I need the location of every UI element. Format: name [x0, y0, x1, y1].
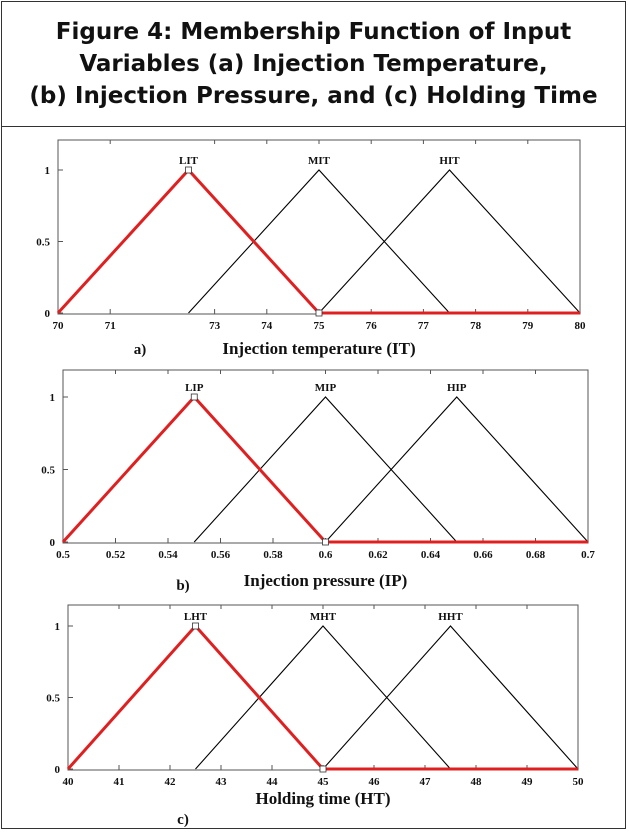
mf-line-hit	[318, 169, 581, 314]
x-tick-label: 0.56	[211, 549, 231, 561]
mf-label-lip: LIP	[185, 382, 204, 394]
mf-line-lht	[66, 623, 325, 770]
x-tick-label: 78	[470, 320, 482, 332]
y-tick-label: 0.5	[41, 465, 55, 477]
x-tick-label: 77	[418, 320, 430, 332]
mf-line-lit	[56, 167, 321, 315]
x-tick-label: 42	[165, 776, 177, 788]
panel-label: a)	[134, 342, 147, 358]
mf-vertex-marker	[192, 622, 199, 630]
mf-line-mht	[195, 625, 451, 770]
figure-title-line-2: Variables (a) Injection Temperature,	[79, 51, 548, 77]
x-tick-label: 71	[105, 320, 116, 332]
mf-line-mip	[193, 396, 458, 543]
y-tick-label: 1	[50, 392, 56, 404]
x-tick-label: 45	[318, 776, 330, 788]
mf-vertex-marker	[322, 538, 329, 546]
x-axis-label: Injection pressure (IP)	[244, 571, 408, 590]
x-tick-label: 41	[114, 776, 125, 788]
x-tick-label: 40	[63, 776, 75, 788]
x-tick-label: 0.64	[421, 549, 441, 561]
x-tick-label: 76	[366, 320, 378, 332]
panel-label: c)	[177, 812, 189, 828]
mf-label-mht: MHT	[310, 611, 337, 623]
x-axis-label: Holding time (HT)	[255, 789, 390, 808]
plot-area-frame	[67, 604, 579, 771]
x-tick-label: 0.58	[263, 549, 283, 561]
mf-line-lip	[61, 394, 327, 544]
panel-label: b)	[176, 578, 189, 594]
figure-title-line-3: (b) Injection Pressure, and (c) Holding …	[29, 83, 598, 109]
x-tick-label: 0.7	[581, 549, 595, 561]
x-tick-label: 46	[369, 776, 381, 788]
x-tick-label: 70	[53, 320, 65, 332]
x-tick-label: 0.54	[158, 549, 178, 561]
x-tick-label: 44	[267, 776, 279, 788]
mf-line-mit	[188, 169, 450, 314]
chart-panel-c: 0 0.5 1 40 41 42 43 44 45 46 47 48 49 50 MHT HHT LHT Hold…	[46, 604, 585, 828]
figure-title: Figure 4: Membership Function of Input V…	[2, 2, 625, 127]
mf-label-hht: HHT	[438, 611, 463, 623]
x-tick-label: 74	[261, 320, 273, 332]
y-tick-label: 1	[45, 165, 51, 177]
x-axis-label: Injection temperature (IT)	[222, 339, 415, 358]
mf-label-mip: MIP	[315, 382, 337, 394]
x-tick-label: 79	[522, 320, 534, 332]
mf-vertex-marker	[319, 765, 327, 773]
x-tick-label: 43	[216, 776, 228, 788]
figure-title-line-1: Figure 4: Membership Function of Input	[55, 19, 572, 45]
x-tick-label: 0.62	[368, 549, 388, 561]
y-tick-label: 1	[55, 621, 61, 633]
mf-label-lit: LIT	[179, 155, 199, 167]
x-tick-label: 0.52	[106, 549, 126, 561]
y-tick-label: 0.5	[46, 693, 60, 705]
chart-panel-b: 00.510.5 0.52 0.54 0.56 0.58 0.6 0.62 0.64 0.66 0…	[41, 369, 595, 594]
x-tick-label: 47	[420, 776, 432, 788]
mf-label-mit: MIT	[308, 155, 331, 167]
mf-vertex-marker	[185, 166, 192, 174]
y-tick-label: 0	[45, 308, 51, 320]
mf-vertex-marker	[315, 309, 323, 317]
mf-vertex-marker	[190, 393, 198, 401]
x-tick-label: 49	[522, 776, 534, 788]
x-tick-label: 0.6	[319, 549, 333, 561]
x-tick-label: 80	[575, 320, 587, 332]
mf-line-hht	[322, 625, 579, 770]
y-tick-label: 0	[55, 764, 61, 776]
mf-label-hit: HIT	[439, 155, 460, 167]
y-tick-label: 0	[50, 537, 56, 549]
x-tick-label: 0.66	[473, 549, 493, 561]
x-tick-label: 48	[471, 776, 483, 788]
chart-panel-a: 0 0.5 1 70 71 73 74 75 76 77 78 79 80 MIT HIT LIT Inject…	[36, 139, 587, 358]
x-tick-label: 73	[209, 320, 221, 332]
mf-label-hip: HIP	[447, 382, 467, 394]
x-tick-label: 0.68	[526, 549, 546, 561]
mf-line-hip	[325, 396, 589, 543]
x-tick-label: 75	[314, 320, 326, 332]
x-tick-label: 50	[573, 776, 585, 788]
x-tick-label: 0.5	[56, 549, 70, 561]
mf-label-lht: LHT	[184, 611, 208, 623]
y-tick-label: 0.5	[36, 237, 50, 249]
